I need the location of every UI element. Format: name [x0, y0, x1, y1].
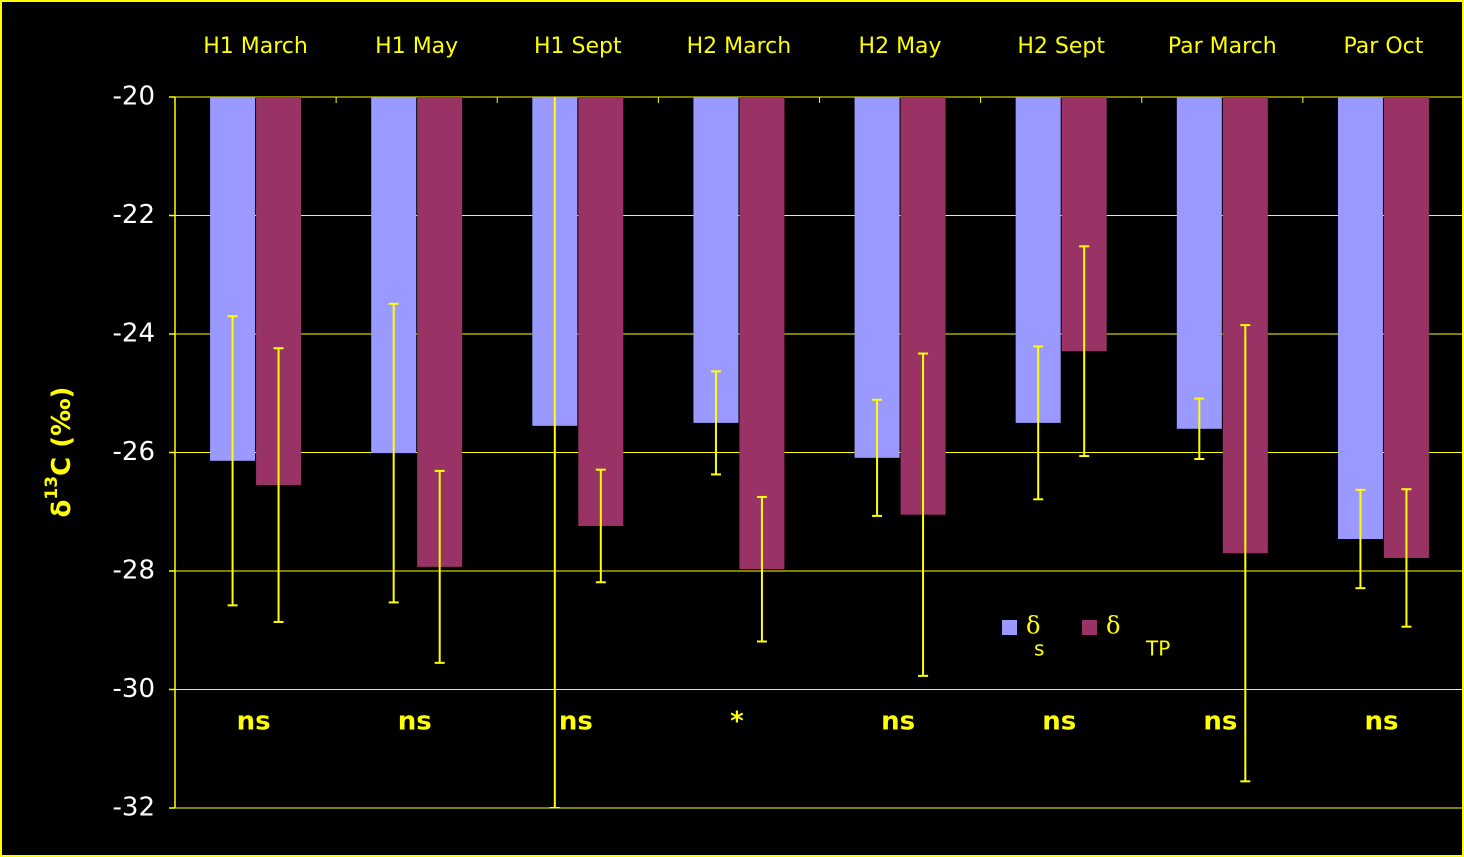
legend-subscript: TP [1145, 637, 1170, 661]
y-label-symbol: δ [47, 500, 77, 518]
y-tick-label: -26 [113, 437, 155, 467]
x-tick-label: Par Oct [1344, 34, 1424, 59]
error-bar [273, 347, 284, 623]
legend-swatch [1082, 620, 1097, 635]
error-bar [434, 469, 445, 664]
y-tick-label: -28 [113, 556, 155, 586]
y-tick-label: -20 [113, 82, 155, 112]
x-tick-label: H2 Sept [1017, 34, 1105, 59]
error-bar [227, 315, 238, 607]
y-tick-label: -22 [113, 200, 155, 230]
error-bar [1194, 397, 1205, 461]
x-tick-label: H1 May [375, 34, 458, 59]
y-label-text: C (‰) [47, 387, 77, 476]
error-bar [872, 398, 883, 517]
error-bar [710, 370, 721, 476]
bar [1337, 97, 1383, 540]
annotation: ns [881, 707, 915, 737]
x-tick-label: H1 Sept [534, 34, 622, 59]
legend-subscript: s [1034, 637, 1044, 661]
y-tick-label: -30 [113, 674, 155, 704]
annotation: * [730, 707, 744, 737]
bar [578, 97, 624, 526]
error-bar [1240, 324, 1251, 783]
y-axis-label: δ13C (‰) [42, 387, 77, 518]
x-tick-label: H2 May [859, 34, 942, 59]
error-bar [918, 352, 929, 677]
annotation: ns [1042, 707, 1076, 737]
bar [693, 97, 739, 423]
annotation: ns [398, 707, 432, 737]
error-bar [1355, 488, 1366, 590]
y-tick-label: -24 [113, 319, 155, 349]
legend-swatch [1002, 620, 1017, 635]
bar [1176, 97, 1222, 429]
bar [1383, 97, 1429, 558]
annotation: ns [237, 707, 271, 737]
error-bar [756, 495, 767, 643]
error-bar [549, 97, 560, 808]
error-bar [388, 302, 399, 604]
x-tick-label: H1 March [203, 34, 308, 59]
bar [854, 97, 900, 458]
y-label-superscript: 13 [42, 476, 62, 500]
x-tick-label: H2 March [687, 34, 792, 59]
annotation: ns [559, 707, 593, 737]
y-tick-label: -32 [113, 793, 155, 823]
legend-label: δ [1026, 612, 1040, 640]
bar [739, 97, 785, 570]
error-bar [1033, 345, 1044, 501]
error-bar [1401, 488, 1412, 628]
annotation: ns [1203, 707, 1237, 737]
x-tick-label: Par March [1168, 34, 1277, 59]
error-bar [595, 468, 606, 584]
legend-label: δ [1106, 612, 1120, 640]
annotation: ns [1364, 707, 1398, 737]
error-bar [1079, 245, 1090, 458]
